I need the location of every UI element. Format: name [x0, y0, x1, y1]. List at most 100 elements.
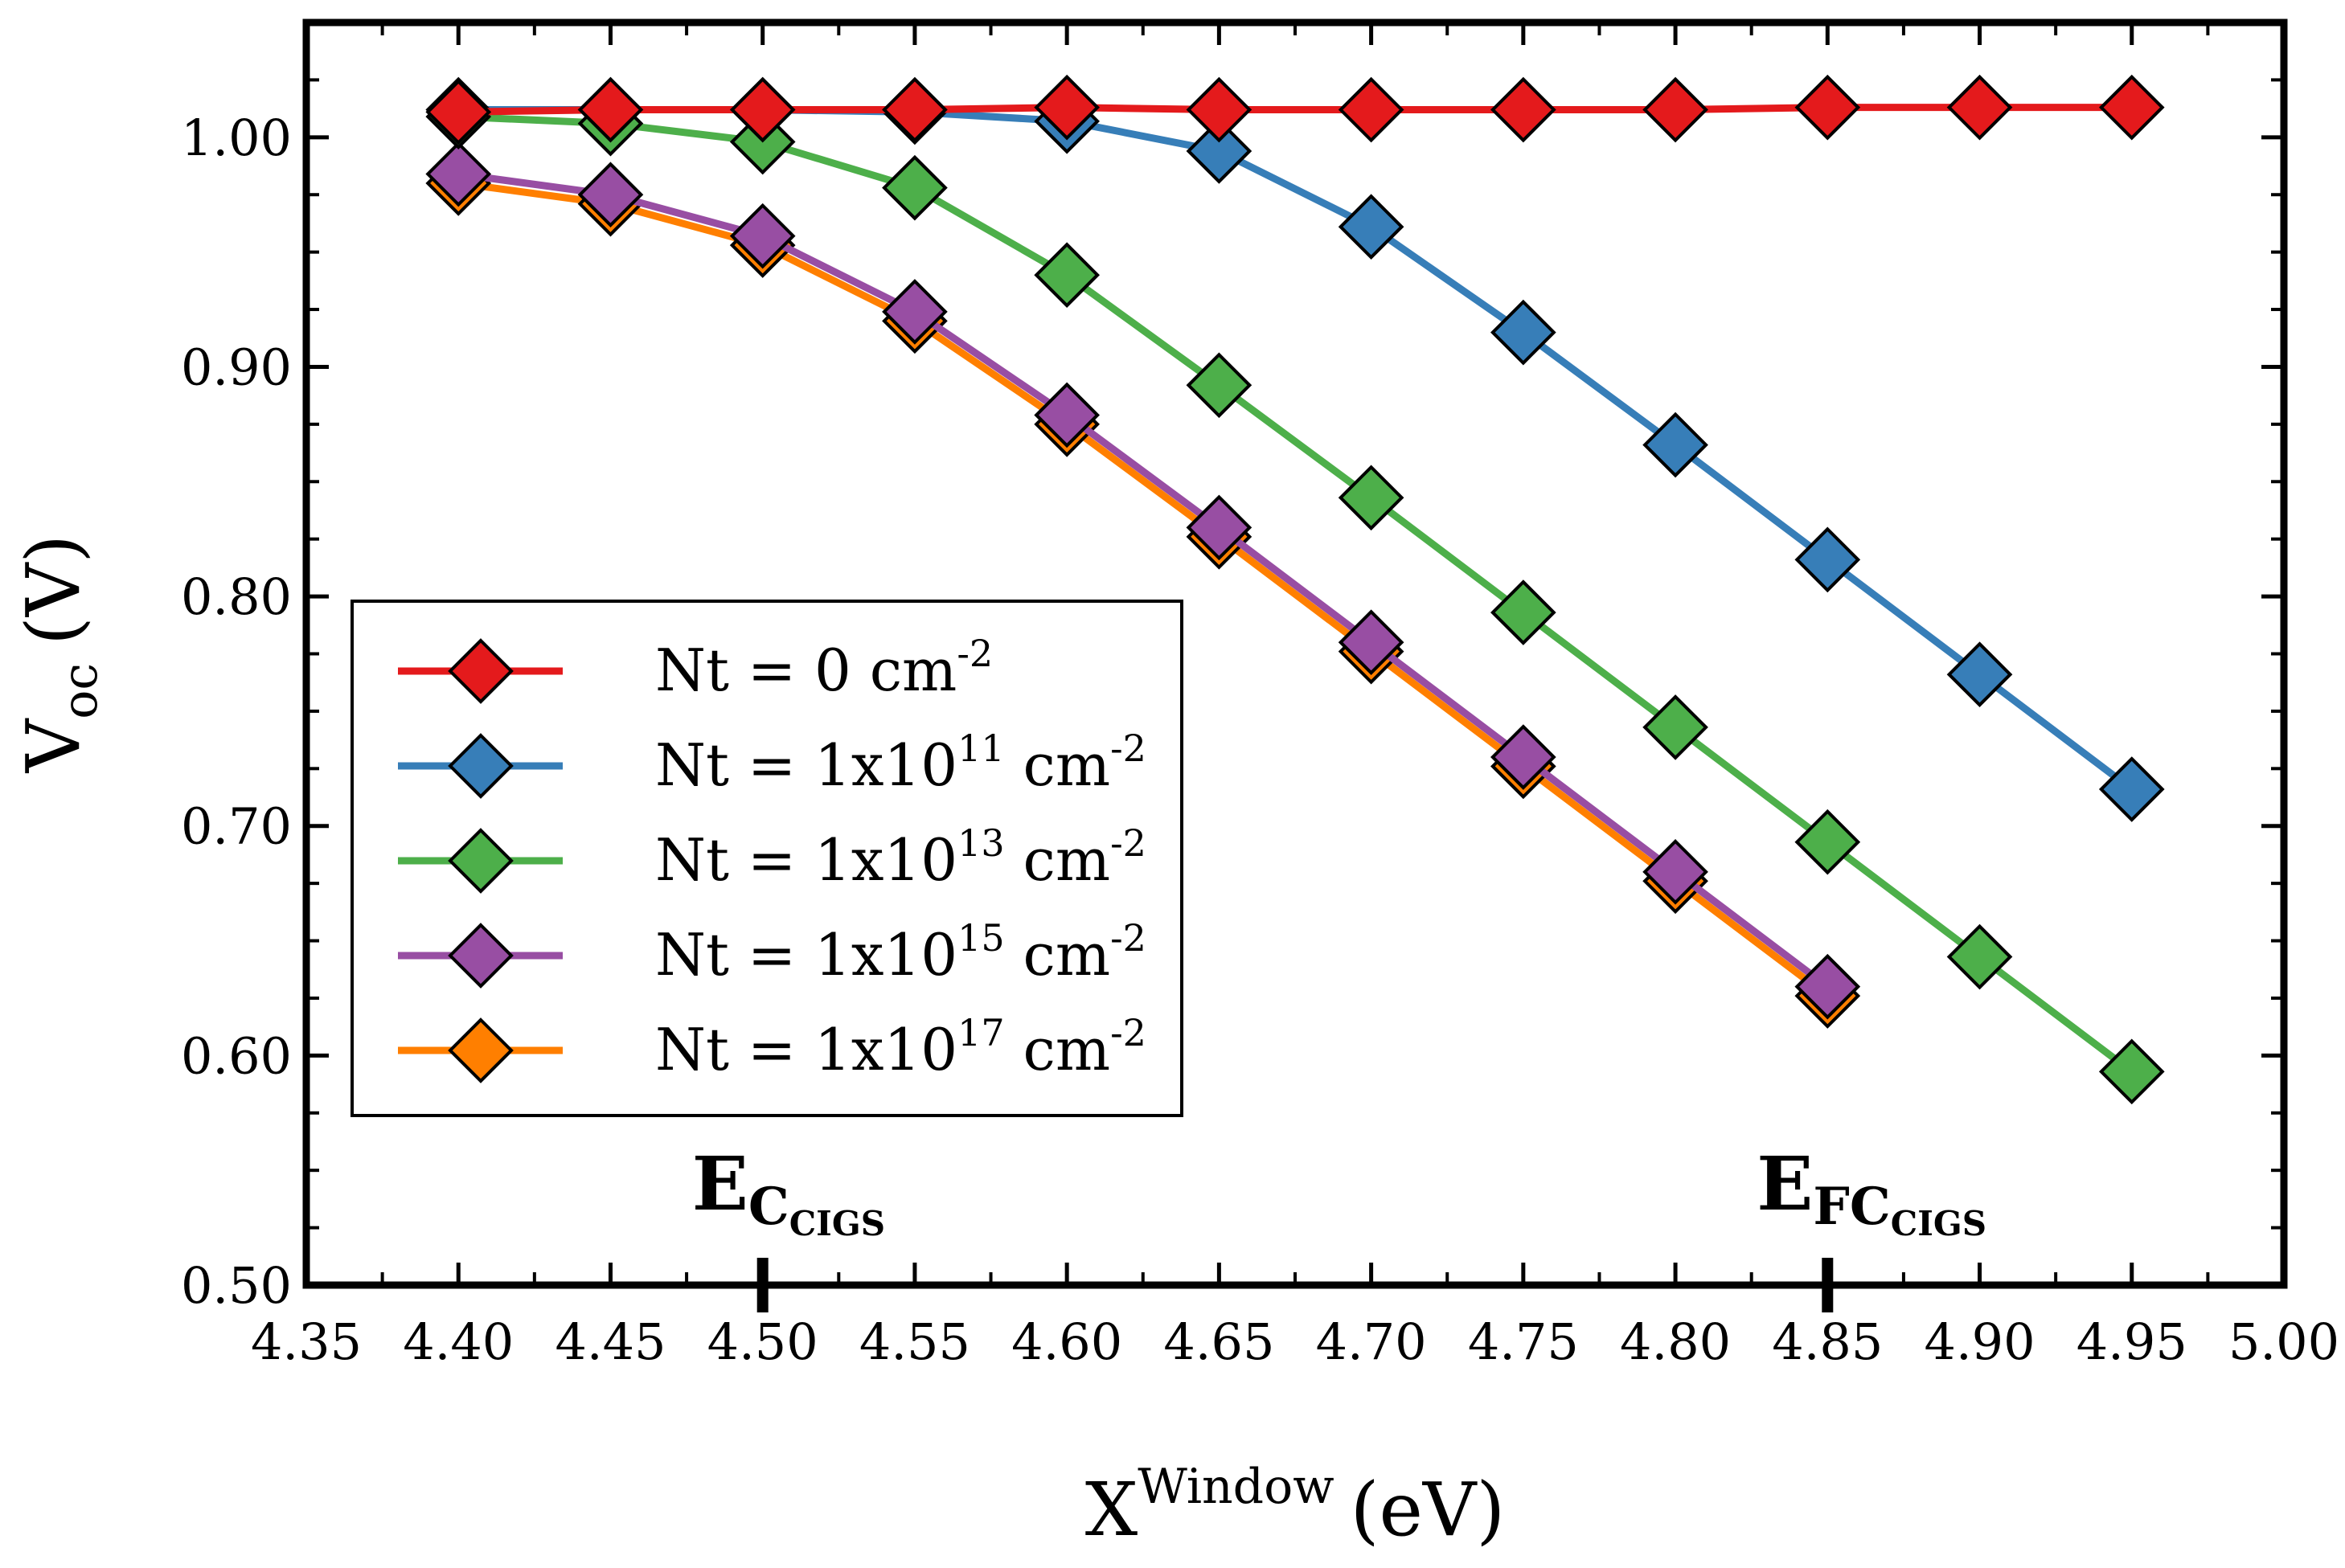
legend-label-unit: cm: [1005, 731, 1110, 799]
annotation-label: EFCCIGS: [1757, 1140, 1986, 1243]
data-point: [425, 79, 492, 145]
series-layer: [425, 74, 2165, 1105]
data-point: [1338, 194, 1404, 260]
data-point: [1186, 118, 1252, 184]
data-point: [1794, 74, 1861, 141]
x-tick-label: 4.45: [555, 1312, 666, 1371]
data-point: [1642, 694, 1708, 760]
legend-label-exponent: -2: [1110, 1011, 1146, 1054]
data-point: [1034, 382, 1100, 448]
data-point: [882, 154, 948, 221]
data-point: [882, 279, 948, 345]
annotation-main: E: [692, 1140, 748, 1227]
data-point: [1186, 494, 1252, 561]
data-point: [1034, 74, 1100, 141]
data-point: [1794, 526, 1861, 593]
x-axis-title: XWindow (eV): [1085, 1459, 1506, 1553]
data-point: [2098, 756, 2165, 822]
legend-label: Nt = 1x1015 cm-2: [655, 916, 1146, 989]
data-point: [1338, 76, 1404, 143]
legend-label-power: 11: [957, 727, 1005, 770]
data-point: [1186, 76, 1252, 143]
legend-items: Nt = 0 cm-2Nt = 1x1011 cm-2Nt = 1x1013 c…: [398, 632, 1146, 1083]
data-point: [1946, 641, 2013, 708]
y-axis-title-main: V: [10, 718, 96, 773]
annotation-sub: C: [748, 1177, 789, 1237]
legend-label-power: 13: [957, 821, 1005, 865]
data-point: [1490, 299, 1556, 366]
x-tick-label: 4.60: [1011, 1312, 1122, 1371]
x-tick-label: 4.95: [2076, 1312, 2187, 1371]
y-tick-label: 0.90: [181, 338, 292, 396]
y-tick-label: 0.60: [181, 1026, 292, 1085]
y-tick-label: 1.00: [181, 108, 292, 167]
annotation-sub: FC: [1813, 1177, 1890, 1237]
legend-label-exponent: -2: [1110, 821, 1146, 865]
data-point: [1642, 76, 1708, 143]
x-tick-label: 4.35: [251, 1312, 362, 1371]
x-axis-title-unit: (eV): [1351, 1467, 1506, 1553]
data-point: [1642, 839, 1708, 905]
legend-marker: [448, 1017, 514, 1083]
x-axis-title-main: X: [1085, 1467, 1138, 1553]
x-tick-label: 4.85: [1772, 1312, 1883, 1371]
legend-label-text: Nt = 1x10: [655, 731, 957, 799]
legend-label: Nt = 0 cm-2: [655, 632, 993, 704]
x-tick-label: 4.80: [1620, 1312, 1731, 1371]
series-line: [457, 170, 1830, 990]
legend: Nt = 0 cm-2Nt = 1x1011 cm-2Nt = 1x1013 c…: [351, 600, 1183, 1117]
x-tick-labels: 4.35 4.40 4.45 4.50 4.55 4.60 4.65 4.70 4.75 4.80…: [251, 1312, 2339, 1371]
y-tick-label: 0.70: [181, 797, 292, 856]
x-axis-title-sup: Window: [1138, 1459, 1334, 1515]
data-point: [577, 76, 644, 143]
data-point: [425, 141, 492, 207]
x-tick-label: 4.55: [859, 1312, 970, 1371]
data-point: [1490, 579, 1556, 645]
annotations: ECCIGS EFCCIGS: [692, 1140, 1986, 1243]
legend-marker: [448, 638, 514, 704]
legend-marker: [448, 828, 514, 894]
series-line: [457, 179, 1830, 999]
legend-marker: [448, 733, 514, 799]
x-tick-label: 4.65: [1163, 1312, 1274, 1371]
x-tick-label: 4.70: [1316, 1312, 1427, 1371]
legend-marker: [448, 923, 514, 989]
x-tick-label: 4.75: [1468, 1312, 1579, 1371]
legend-label-text: Nt = 1x10: [655, 1016, 957, 1083]
y-tick-label: 0.80: [181, 567, 292, 626]
annotation-label: ECCIGS: [692, 1140, 885, 1243]
data-point: [1642, 411, 1708, 478]
legend-label-text: Nt = 1x10: [655, 826, 957, 894]
legend-label-exponent: -2: [1110, 916, 1146, 960]
data-point: [2098, 74, 2165, 141]
legend-label-unit: cm: [1005, 921, 1110, 989]
data-point: [1794, 809, 1861, 875]
y-axis-title: Voc (V): [10, 534, 109, 773]
series-line: [458, 104, 2132, 116]
legend-label-power: 15: [957, 916, 1005, 960]
annotation-subsub: CIGS: [1891, 1204, 1986, 1243]
legend-label-unit: cm: [1005, 826, 1110, 894]
data-point: [729, 76, 796, 143]
data-point: [1794, 953, 1861, 1020]
data-point: [882, 76, 948, 143]
x-tick-label: 4.50: [707, 1312, 818, 1371]
y-tick-labels: 0.50 0.60 0.70 0.80 0.90 1.00: [181, 108, 292, 1315]
annotation-main: E: [1757, 1140, 1813, 1227]
legend-label-text: Nt = 1x10: [655, 921, 957, 989]
plot-frame: [302, 18, 2288, 1289]
data-point: [577, 162, 644, 228]
legend-label: Nt = 1x1011 cm-2: [655, 727, 1146, 799]
data-point: [1490, 724, 1556, 790]
legend-label-exponent: -2: [1110, 727, 1146, 770]
y-tick-label: 0.50: [181, 1256, 292, 1315]
legend-label-text: Nt = 0 cm: [655, 637, 957, 704]
legend-label: Nt = 1x1013 cm-2: [655, 821, 1146, 894]
data-point: [1946, 74, 2013, 141]
data-point: [729, 203, 796, 269]
x-tick-label: 4.90: [1925, 1312, 2035, 1371]
legend-label-power: 17: [957, 1011, 1005, 1054]
data-point: [2098, 1038, 2165, 1105]
y-axis-title-unit: (V): [10, 534, 96, 645]
